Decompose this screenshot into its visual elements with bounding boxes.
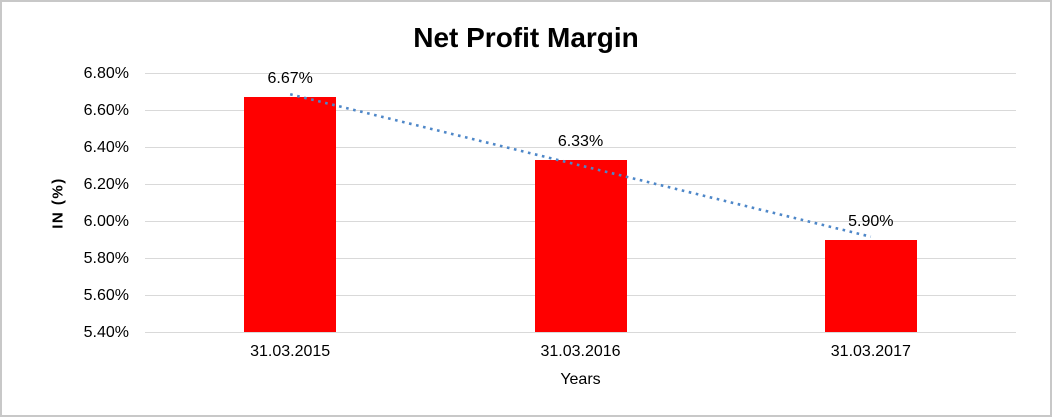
y-tick-label: 5.40% xyxy=(83,323,129,341)
x-tick-label: 31.03.2016 xyxy=(540,343,621,360)
bar xyxy=(824,239,917,332)
bar-value-label: 5.90% xyxy=(848,212,894,230)
y-tick-label: 5.80% xyxy=(83,249,129,267)
gridline xyxy=(145,331,1016,333)
bar xyxy=(534,159,627,332)
gridline xyxy=(145,109,1016,111)
bar-value-label: 6.67% xyxy=(267,70,313,88)
trendline xyxy=(289,93,872,238)
plot-area: 6.67% 6.33% 5.90% xyxy=(145,70,1016,333)
x-axis-title: Years xyxy=(560,371,601,388)
gridline xyxy=(145,146,1016,148)
bar-value-label: 6.33% xyxy=(557,132,604,150)
bar xyxy=(244,97,337,332)
y-tick-label: 6.00% xyxy=(83,212,129,230)
gridline xyxy=(145,72,1016,74)
y-tick-label: 6.20% xyxy=(83,175,129,193)
chart-title: Net Profit Margin xyxy=(413,22,639,53)
y-tick-label: 6.60% xyxy=(83,101,129,119)
x-tick-label: 31.03.2015 xyxy=(250,343,331,360)
y-tick-label: 5.60% xyxy=(83,286,129,304)
x-tick-label: 31.03.2017 xyxy=(830,343,911,360)
y-tick-label: 6.80% xyxy=(83,64,129,82)
y-tick-label: 6.40% xyxy=(83,138,129,156)
